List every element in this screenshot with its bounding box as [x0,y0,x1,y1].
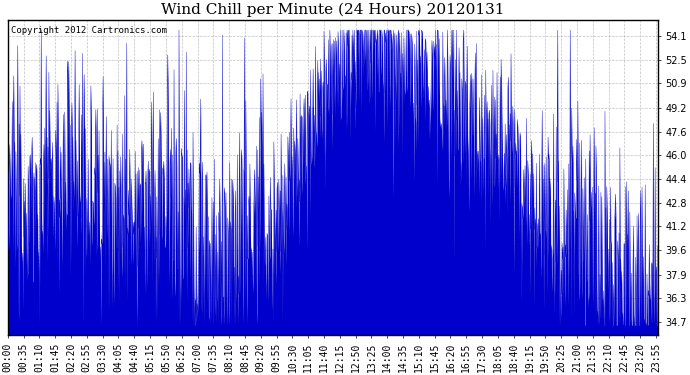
Title: Wind Chill per Minute (24 Hours) 20120131: Wind Chill per Minute (24 Hours) 2012013… [161,3,504,17]
Text: Copyright 2012 Cartronics.com: Copyright 2012 Cartronics.com [11,26,167,35]
